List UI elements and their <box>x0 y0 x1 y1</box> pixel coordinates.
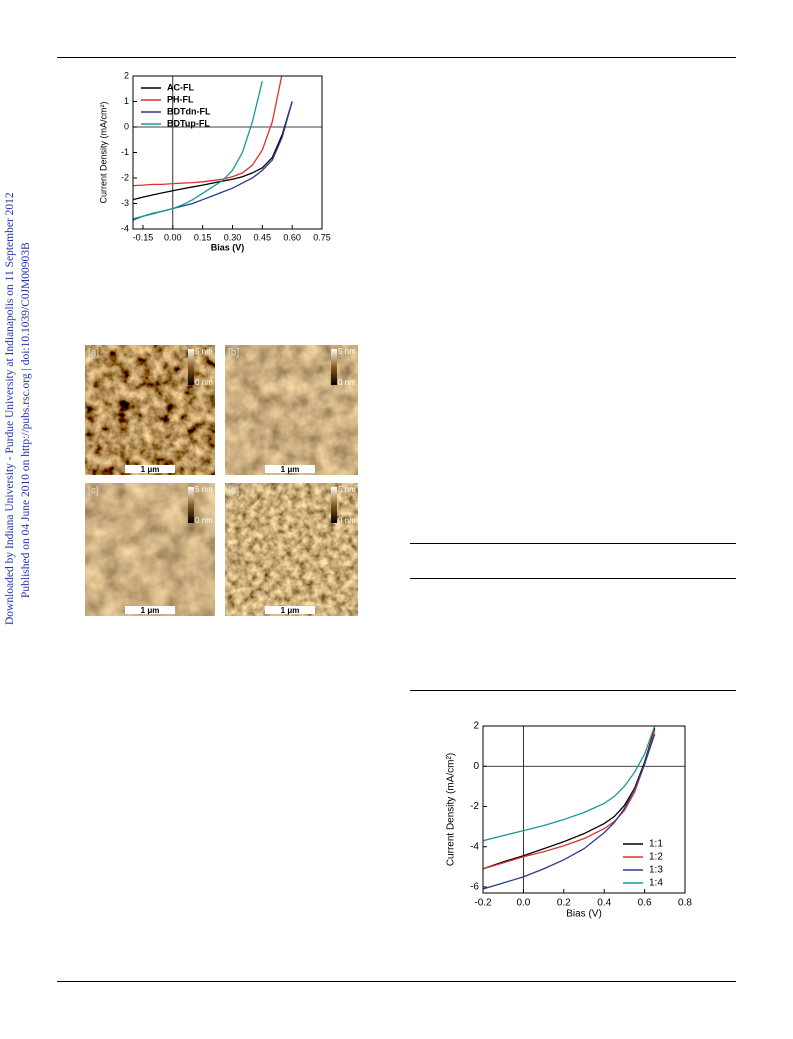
legend-label: 1:2 <box>649 852 663 863</box>
x-tick-label: 0.2 <box>557 898 571 909</box>
panel-label: [c] <box>88 486 99 497</box>
y-tick-label: 0 <box>473 761 479 772</box>
series-line <box>483 729 656 870</box>
legend-label: AC-FL <box>167 82 194 92</box>
y-axis-title: Current Density (mA/cm²) <box>99 101 109 203</box>
x-tick-label: 0.4 <box>597 898 611 909</box>
series-line <box>133 101 293 201</box>
series-line <box>483 733 656 890</box>
side-note: Published on 04 June 2010 on http://pubs… <box>20 242 32 598</box>
bar-top: 5 nm <box>195 347 213 356</box>
y-tick-label: 2 <box>473 721 479 732</box>
y-tick-label: -4 <box>470 841 479 852</box>
side-note: Downloaded by Indiana University - Purdu… <box>4 192 16 625</box>
bottom-rule <box>57 981 736 982</box>
color-bar <box>188 349 194 385</box>
series-line <box>133 76 283 187</box>
scale-label: 1 μm <box>141 465 160 474</box>
x-tick-label: -0.2 <box>474 898 492 909</box>
top-rule <box>57 57 736 58</box>
color-bar <box>188 487 194 523</box>
y-tick-label: -1 <box>121 147 129 157</box>
afm-image <box>85 483 215 616</box>
x-tick-label: 0.00 <box>164 232 182 242</box>
x-tick-label: 0.8 <box>678 898 692 909</box>
legend-label: BDTup-FL <box>167 118 210 128</box>
legend-label: 1:4 <box>649 878 663 889</box>
x-tick-label: 0.75 <box>313 232 331 242</box>
afm-image <box>225 483 358 616</box>
x-tick-label: 0.0 <box>516 898 530 909</box>
afm-figure: [a] 5 nm 0 nm 1 μm [b] 5 nm 0 nm 1 μm [c] 5 nm 0 n… <box>85 345 358 616</box>
bar-top: 5 nm <box>338 485 356 494</box>
y-tick-label: 1 <box>124 96 129 106</box>
y-tick-label: 0 <box>124 121 129 131</box>
y-tick-label: -2 <box>470 801 479 812</box>
x-tick-label: 0.6 <box>638 898 652 909</box>
y-tick-label: -2 <box>121 172 129 182</box>
legend-label: 1:1 <box>649 839 663 850</box>
panel-label: [b] <box>228 348 239 359</box>
legend-label: 1:3 <box>649 865 663 876</box>
x-tick-label: 0.30 <box>224 232 242 242</box>
scale-bar <box>265 606 315 614</box>
scale-bar <box>125 606 175 614</box>
scale-bar <box>265 465 315 473</box>
afm-image <box>225 345 358 475</box>
series-line <box>483 727 656 870</box>
bar-top: 5 nm <box>195 485 213 494</box>
x-tick-label: 0.45 <box>254 232 272 242</box>
x-axis-title: Bias (V) <box>211 242 245 252</box>
scale-label: 1 μm <box>281 606 300 615</box>
table-rule <box>410 578 736 579</box>
series-line <box>483 726 656 842</box>
panel-label: [a] <box>88 348 99 359</box>
x-tick-label: -0.15 <box>133 232 154 242</box>
scale-label: 1 μm <box>141 606 160 615</box>
panel-label: [d] <box>228 486 239 497</box>
table-rule <box>410 690 736 691</box>
jv-chart: -0.15 0.00 0.15 0.30 0.45 0.60 0.75 -4 -3 -2 -1 0 1 2… <box>99 70 331 252</box>
x-tick-label: 0.15 <box>194 232 212 242</box>
color-bar <box>331 349 337 385</box>
bar-bottom: 0 nm <box>338 378 356 387</box>
scale-bar <box>125 465 175 473</box>
bar-top: 5 nm <box>338 347 356 356</box>
bar-bottom: 0 nm <box>195 378 213 387</box>
y-tick-label: 2 <box>124 70 129 80</box>
scale-label: 1 μm <box>281 465 300 474</box>
legend-label: PH-FL <box>167 94 194 104</box>
legend-label: BDTdn-FL <box>167 106 211 116</box>
table-rule <box>410 543 736 544</box>
y-axis-title: Current Density (mA/cm²) <box>446 753 457 866</box>
color-bar <box>331 487 337 523</box>
y-tick-label: -3 <box>121 198 129 208</box>
jv-chart: -0.2 0.0 0.2 0.4 0.6 0.8 -6 -4 -2 0 2 1:1 1:2 1:3 1:4 B… <box>446 721 693 920</box>
y-tick-label: -6 <box>470 882 479 893</box>
bar-bottom: 0 nm <box>195 516 213 525</box>
x-tick-label: 0.60 <box>283 232 301 242</box>
bar-bottom: 0 nm <box>338 516 356 525</box>
series-line <box>133 80 263 220</box>
plot-frame <box>132 75 323 230</box>
afm-image <box>85 345 215 475</box>
plot-frame <box>482 725 686 894</box>
x-axis-title: Bias (V) <box>566 909 602 920</box>
y-tick-label: -4 <box>121 223 129 233</box>
